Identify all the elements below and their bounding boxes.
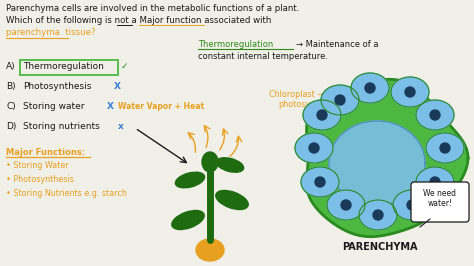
Text: Major Functions:: Major Functions: xyxy=(6,148,85,157)
Text: • Photosynthesis: • Photosynthesis xyxy=(6,175,74,184)
Ellipse shape xyxy=(295,133,333,163)
Polygon shape xyxy=(329,121,425,205)
Ellipse shape xyxy=(393,190,431,220)
Circle shape xyxy=(440,143,450,153)
Ellipse shape xyxy=(351,73,389,103)
Text: X: X xyxy=(107,102,114,111)
Ellipse shape xyxy=(416,167,454,197)
Text: Photosynthesis: Photosynthesis xyxy=(23,82,91,91)
Circle shape xyxy=(315,177,325,187)
Ellipse shape xyxy=(216,190,248,210)
Ellipse shape xyxy=(416,100,454,130)
Text: Thermoregulation: Thermoregulation xyxy=(198,40,273,49)
Ellipse shape xyxy=(172,210,204,230)
Circle shape xyxy=(373,210,383,220)
Circle shape xyxy=(430,177,440,187)
Circle shape xyxy=(365,83,375,93)
Text: • Storing Water: • Storing Water xyxy=(6,161,69,170)
Circle shape xyxy=(335,95,345,105)
Text: We need
water!: We need water! xyxy=(423,189,456,208)
Text: Storing nutrients: Storing nutrients xyxy=(23,122,100,131)
Text: Water Vapor + Heat: Water Vapor + Heat xyxy=(118,102,204,111)
Circle shape xyxy=(405,87,415,97)
Ellipse shape xyxy=(301,167,339,197)
Circle shape xyxy=(407,200,417,210)
Polygon shape xyxy=(307,79,468,237)
Circle shape xyxy=(309,143,319,153)
Text: Thermoregulation: Thermoregulation xyxy=(23,62,104,71)
Ellipse shape xyxy=(303,100,341,130)
Circle shape xyxy=(430,110,440,120)
Ellipse shape xyxy=(359,200,397,230)
Text: Chloroplast → site of
photosynthesis.: Chloroplast → site of photosynthesis. xyxy=(269,90,351,109)
Text: C): C) xyxy=(6,102,16,111)
Text: Storing water: Storing water xyxy=(23,102,84,111)
Ellipse shape xyxy=(391,77,429,107)
Text: A): A) xyxy=(6,62,16,71)
Text: B): B) xyxy=(6,82,16,91)
Text: • Storing Nutrients e.g. starch: • Storing Nutrients e.g. starch xyxy=(6,189,127,198)
Ellipse shape xyxy=(196,239,224,261)
Ellipse shape xyxy=(202,152,218,172)
Text: constant internal temperature.: constant internal temperature. xyxy=(198,52,328,61)
Ellipse shape xyxy=(321,85,359,115)
Text: → Maintenance of a: → Maintenance of a xyxy=(296,40,379,49)
Circle shape xyxy=(341,200,351,210)
Ellipse shape xyxy=(426,133,464,163)
Ellipse shape xyxy=(216,158,244,172)
Text: Which of the following is not a Major function associated with: Which of the following is not a Major fu… xyxy=(6,16,272,25)
Text: ✓: ✓ xyxy=(121,62,128,71)
Text: parenchyma  tissue?: parenchyma tissue? xyxy=(6,28,95,37)
Circle shape xyxy=(317,110,327,120)
Text: D): D) xyxy=(6,122,17,131)
Text: X: X xyxy=(114,82,121,91)
Ellipse shape xyxy=(175,172,205,188)
Ellipse shape xyxy=(327,190,365,220)
Text: x: x xyxy=(118,122,124,131)
Text: Parenchyma cells are involved in the metabolic functions of a plant.: Parenchyma cells are involved in the met… xyxy=(6,4,300,13)
FancyBboxPatch shape xyxy=(411,182,469,222)
Text: PARENCHYMA: PARENCHYMA xyxy=(342,242,418,252)
